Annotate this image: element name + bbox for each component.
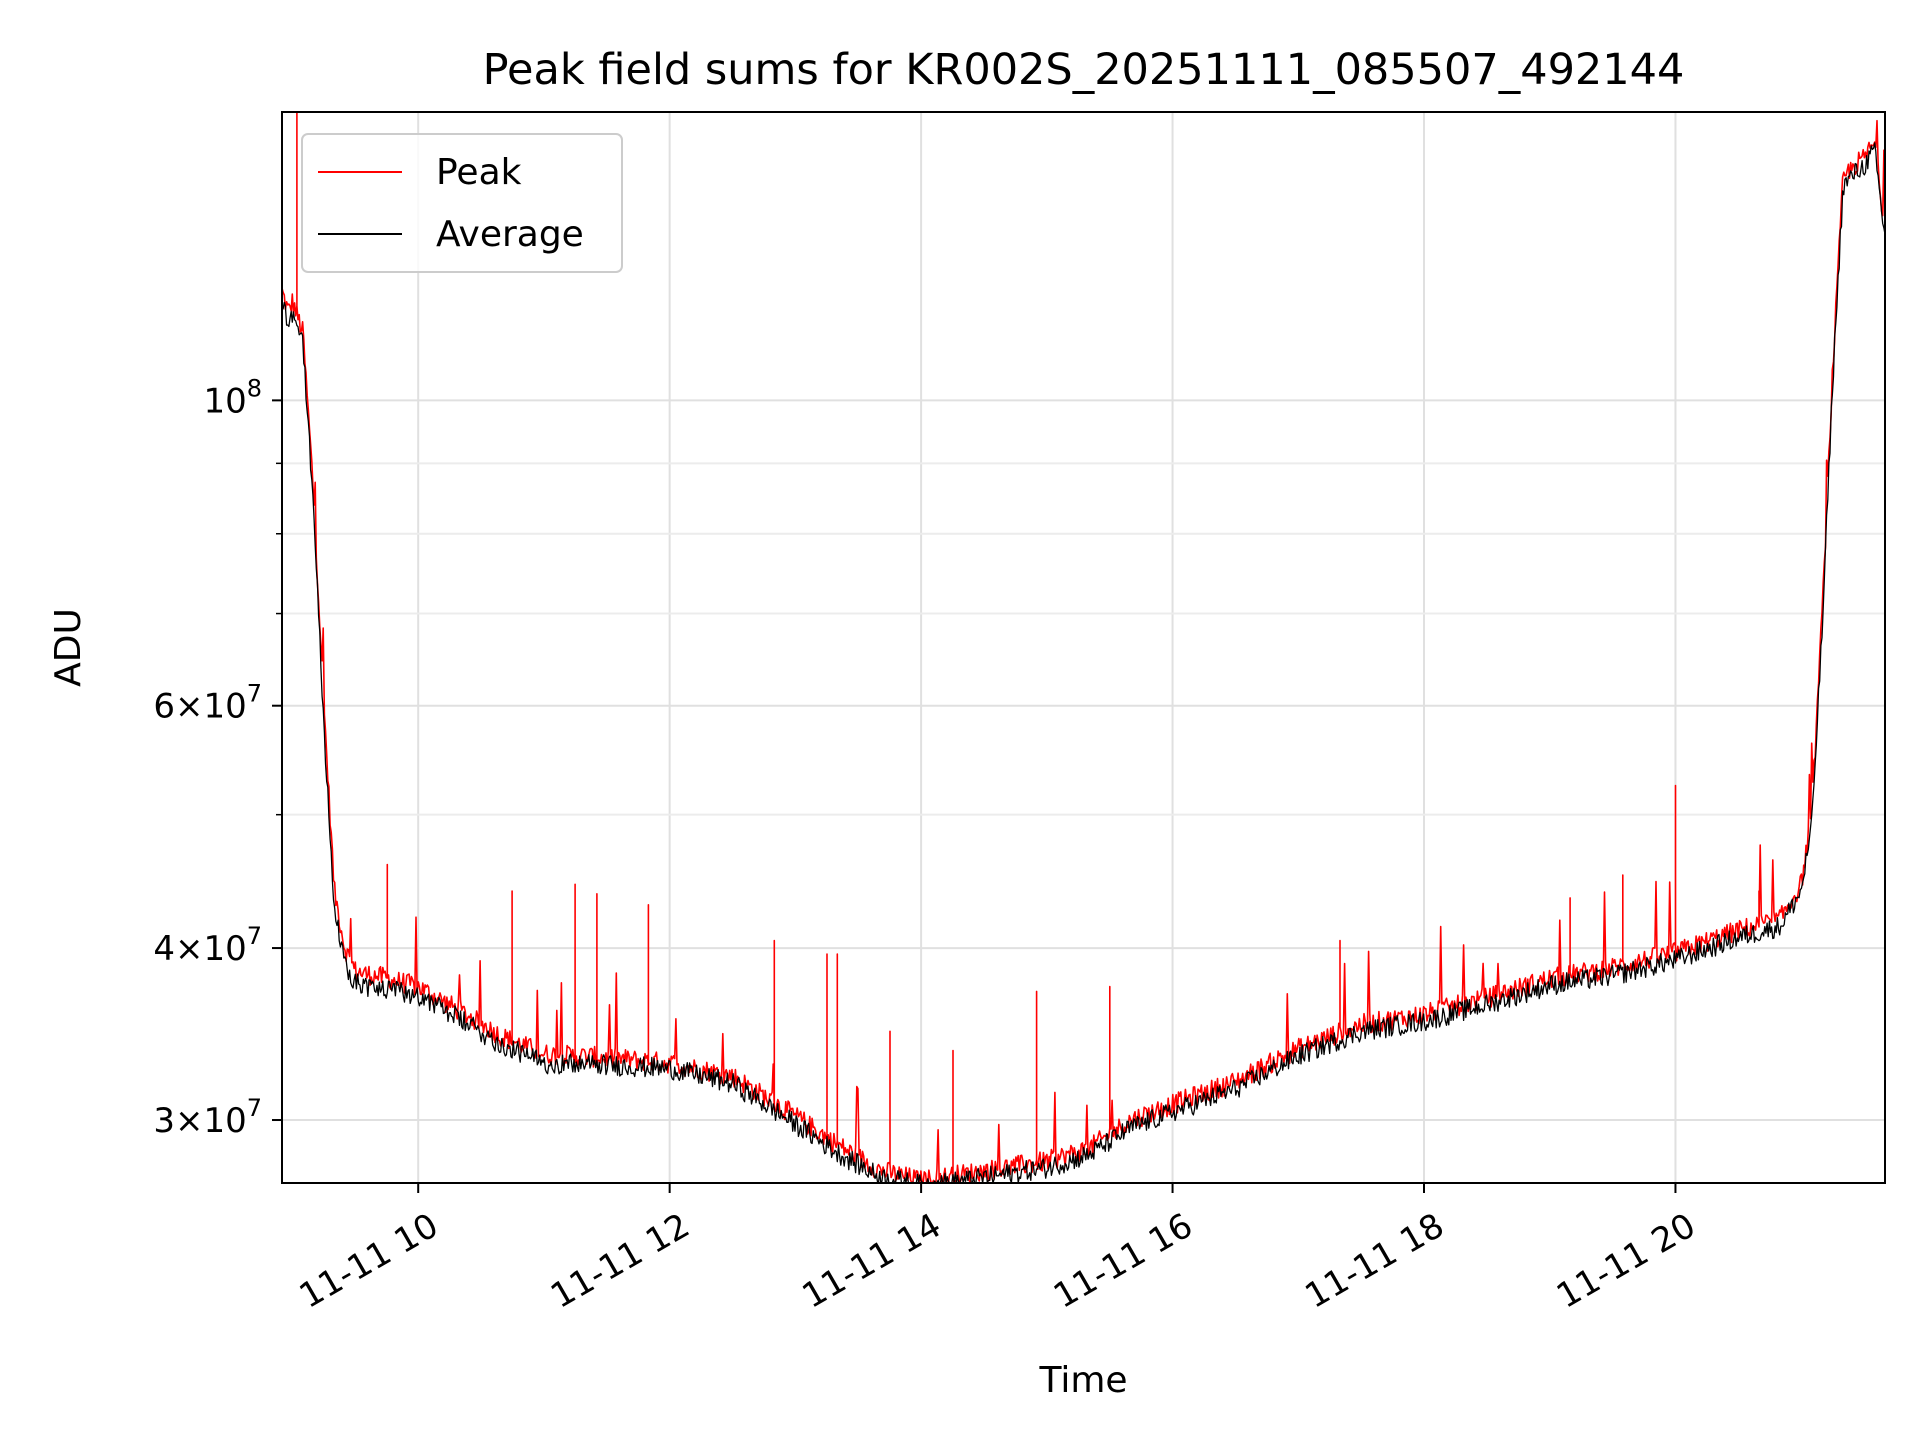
legend: Peak Average bbox=[301, 133, 623, 273]
x-axis-label: Time bbox=[1038, 1360, 1127, 1401]
y-tick-label: 3×107 bbox=[153, 1094, 262, 1141]
y-tick-label: 4×107 bbox=[153, 922, 262, 969]
series-lines bbox=[281, 111, 1886, 1184]
y-tick-label: 6×107 bbox=[153, 680, 262, 727]
legend-box bbox=[301, 133, 623, 273]
legend-label-average: Average bbox=[436, 214, 584, 255]
y-axis-label: ADU bbox=[48, 608, 89, 687]
y-tick-label: 108 bbox=[203, 374, 262, 421]
legend-label-peak: Peak bbox=[436, 152, 522, 193]
chart-title: Peak field sums for KR002S_20251111_0855… bbox=[483, 45, 1685, 95]
series-line-average bbox=[281, 142, 1886, 1184]
plot-frame bbox=[281, 111, 1886, 1184]
y-axis: 3×107 4×107 6×107 108 bbox=[153, 374, 282, 1141]
series-line-peak bbox=[281, 111, 1886, 1184]
grid bbox=[282, 112, 1885, 1183]
